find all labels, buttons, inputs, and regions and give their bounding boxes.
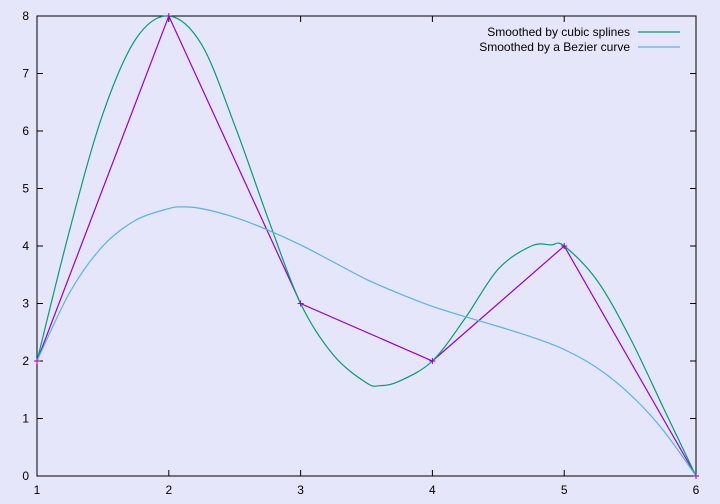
bezier-curve-line	[36, 206, 697, 477]
data-point	[165, 13, 172, 19]
plot-frame	[36, 15, 697, 477]
x-tick-label: 1	[34, 483, 41, 497]
y-tick-label: 4	[22, 239, 29, 253]
data-point	[34, 358, 40, 364]
x-tick-label: 2	[165, 483, 172, 497]
legend-label: Smoothed by a Bezier curve	[479, 40, 630, 54]
y-tick-label: 0	[22, 469, 29, 483]
data-line	[36, 14, 697, 477]
y-tick-label: 7	[22, 67, 29, 81]
legend-label: Smoothed by cubic splines	[487, 25, 630, 39]
series-lines	[36, 14, 697, 477]
data-point	[693, 473, 699, 479]
y-tick-label: 1	[22, 412, 29, 426]
x-tick-label: 5	[561, 483, 568, 497]
y-tick-label: 6	[22, 124, 29, 138]
data-point	[429, 358, 436, 364]
ticks	[36, 15, 697, 477]
cubic-spline-line	[36, 15, 697, 477]
y-tick-label: 5	[22, 182, 29, 196]
x-tick-label: 6	[693, 483, 700, 497]
y-tick-label: 2	[22, 354, 29, 368]
y-tick-label: 3	[22, 297, 29, 311]
y-tick-label: 8	[22, 9, 29, 23]
x-tick-label: 3	[297, 483, 304, 497]
data-point	[561, 243, 568, 249]
data-points	[34, 13, 699, 479]
x-tick-label: 4	[429, 483, 436, 497]
data-point	[297, 300, 304, 307]
